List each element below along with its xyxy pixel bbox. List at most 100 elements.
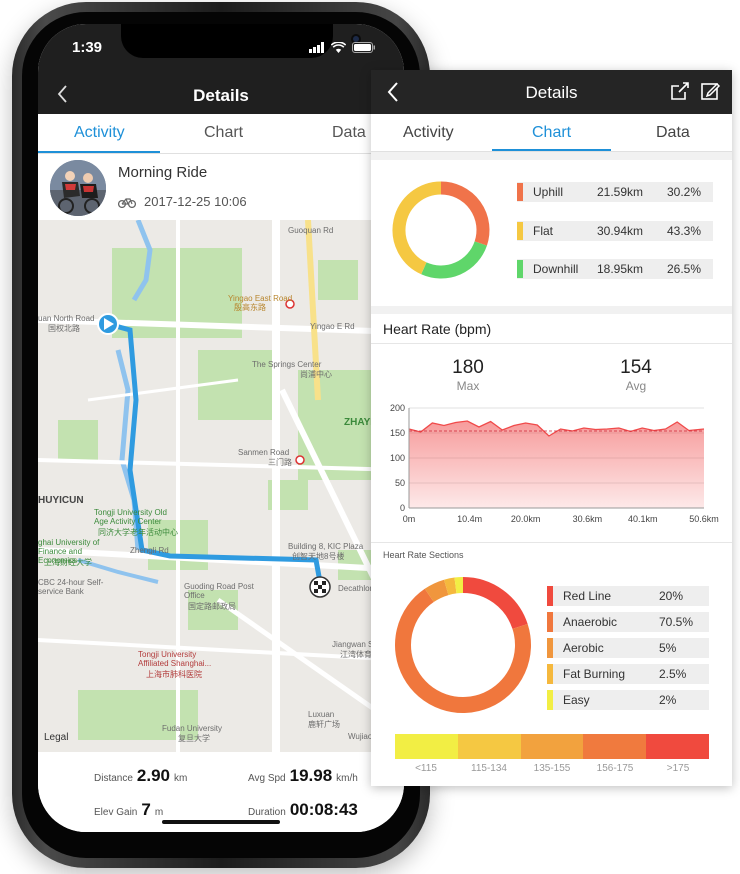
hr-range-bar [395,734,709,759]
terrain-slice [392,181,442,275]
y-tick-label: 100 [390,453,405,463]
start-marker-icon [97,313,119,335]
hr-avg-value: 154 [620,357,652,378]
stat-elev-gain: Elev Gain 7 m [94,800,163,820]
range-segment [457,734,521,759]
chevron-left-icon [57,85,67,103]
x-tick-label: 20.0km [511,514,541,524]
y-tick-label: 150 [390,428,405,438]
stat-unit: km [174,773,188,784]
stat-label: Duration [248,807,286,818]
panel-back-button[interactable] [383,80,405,109]
terrain-slice [421,241,487,279]
map-label: 鹿轩广场 [308,720,340,729]
map-label: 国权北路 [48,324,80,333]
range-label: <115 [415,763,437,774]
map-label: Guoquan Rd [288,226,334,235]
zone-percent: 20% [659,589,684,603]
hr-series-line [408,420,705,437]
notch [121,24,361,58]
legal-link[interactable]: Legal [44,732,69,743]
section-divider [371,152,732,160]
range-segment [520,734,584,759]
tab-data[interactable]: Data [656,124,690,141]
range-label: 135-155 [533,763,571,774]
divider [371,343,732,344]
legend-swatch [547,586,553,606]
map-canvas [38,220,404,752]
zone-slice [444,577,457,596]
tab-data[interactable]: Data [332,124,366,141]
map-label: Luxuan [308,710,335,719]
legend-swatch [547,638,553,658]
map-label: 创智天地8号楼 [292,552,345,561]
terrain-percent: 26.5% [666,262,701,276]
heart-rate-chart: 0 50 100 150 200 0m 10.4m 20.0km 30.6km 40.1km 50.… [390,403,719,524]
phone-frame: 1:39 Details Activity Chart [12,2,430,868]
map-label: Yingao East Road [228,294,293,303]
legend-swatch [517,260,523,278]
y-tick-label: 200 [390,403,405,413]
tab-chart[interactable]: Chart [204,124,244,141]
y-tick-label: 0 [400,503,405,513]
x-tick-label: 40.1km [628,514,658,524]
edit-button[interactable] [699,80,721,107]
panel-nav-bar: Details [371,70,732,114]
range-segment [583,734,647,759]
range-label: >175 [666,763,690,774]
map-label: 三门路 [268,458,292,467]
tab-activity[interactable]: Activity [74,124,125,141]
map-label: Wujiao [348,732,373,741]
terrain-name: Uphill [533,185,564,199]
chart-panel: Details Activity Chart Data Uphill 21.59… [371,70,732,786]
stat-duration: Duration 00:08:43 [248,800,358,820]
x-tick-label: 0m [403,514,416,524]
stat-unit: m [154,807,164,818]
zone-slice [395,588,531,713]
map-label: Yingao E Rd [310,322,355,331]
map-label: Guoding Road Post Office [184,582,254,600]
hr-zone-donut-chart [395,577,531,713]
map-label: uan North Road [38,314,95,323]
zone-row-easy: Easy 2% [547,690,709,710]
zone-name: Easy [563,693,590,707]
tab-chart[interactable]: Chart [532,124,572,141]
avatar[interactable] [50,160,106,216]
map-label: 殷高东路 [234,303,266,312]
ride-meta: 2017-12-25 10:06 [118,194,247,209]
map-label: Sanmen Road [238,448,290,457]
range-label: 115-134 [471,763,507,774]
legend-swatch [547,612,553,632]
phone-screen: 1:39 Details Activity Chart [38,24,404,832]
route-map[interactable]: Ma Guoquan Rd Yingao East Road 殷高东路 uan … [38,220,404,752]
finish-flag-icon [309,576,331,598]
zone-row-aerobic: Aerobic 5% [547,638,709,658]
zone-percent: 2% [659,693,677,707]
ride-header: Morning Ride 2017-12-25 10:06 [38,154,404,220]
legend-swatch [517,222,523,240]
active-tab-indicator [38,151,160,153]
stat-value: 00:08:43 [289,800,358,819]
zone-slice [424,579,449,603]
y-tick-label: 50 [395,478,405,488]
range-segment [646,734,709,759]
route-line [107,321,323,583]
zone-name: Red Line [563,589,612,603]
zone-name: Aerobic [563,641,604,655]
map-label: 尚浦中心 [300,370,332,379]
page-title: Details [193,86,249,105]
stat-value: 7 [141,800,151,819]
ride-name: Morning Ride [118,164,208,181]
terrain-row-downhill: Downhill 18.95km 26.5% [517,259,713,279]
status-icons [309,40,376,58]
bicycle-icon [118,197,136,208]
tab-activity[interactable]: Activity [403,124,454,141]
legend-swatch [547,690,553,710]
share-button[interactable] [669,80,691,107]
terrain-distance: 21.59km [597,185,644,199]
home-indicator[interactable] [162,820,280,824]
stat-label: Distance [94,773,133,784]
back-button[interactable] [52,82,76,106]
terrain-name: Downhill [533,262,579,276]
stat-distance: Distance 2.90 km [94,766,187,786]
